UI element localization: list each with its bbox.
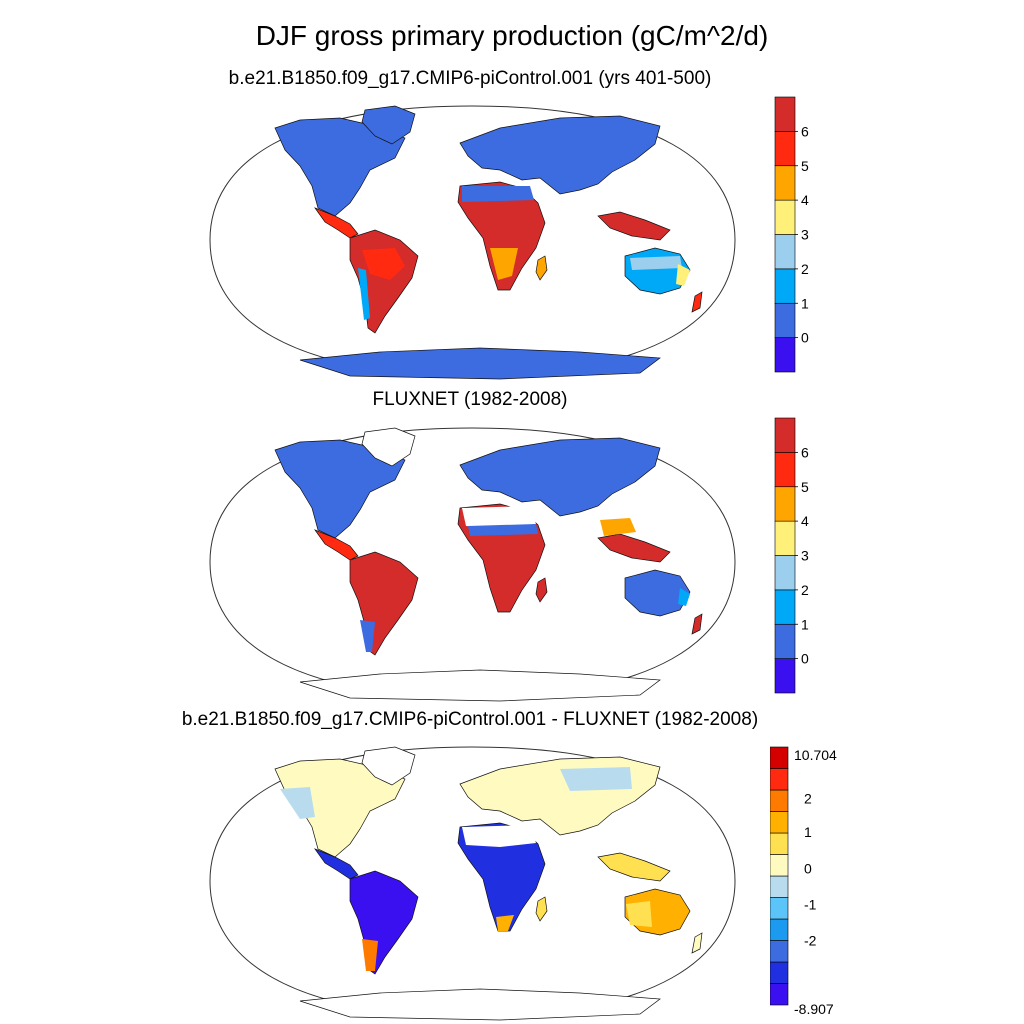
colorbar-tick-label: 2 <box>801 261 809 277</box>
panel-1-map <box>209 105 736 380</box>
land-central-america <box>314 848 359 880</box>
colorbar-box <box>774 131 796 167</box>
colorbar-tick-label: 6 <box>801 123 809 139</box>
colorbar-box <box>770 768 789 791</box>
south-africa-tip-patch <box>496 915 514 931</box>
panel-1-colorbar: 0 1 2 3 4 5 6 <box>774 96 809 373</box>
land-antarctica <box>299 669 661 702</box>
land-madagascar <box>535 577 548 603</box>
land-new-zealand <box>691 613 703 635</box>
colorbar-box <box>774 199 796 235</box>
colorbar-box <box>770 875 789 898</box>
colorbar-box <box>770 897 789 920</box>
colorbar-tick-label: 1 <box>804 824 812 840</box>
colorbar-tick-label: 4 <box>801 513 809 529</box>
land-new-zealand <box>691 932 703 954</box>
south-america-south-patch <box>362 939 378 971</box>
southern-africa-patch <box>490 248 518 280</box>
sahara-missing-patch <box>462 825 536 847</box>
colorbar-tick-label: 10.704 <box>794 747 837 763</box>
sahel-band-patch <box>468 524 538 536</box>
north-australia-patch <box>630 256 682 270</box>
siberia-patch <box>560 767 632 791</box>
colorbar-tick-label: -8.907 <box>794 1001 834 1017</box>
land-central-america <box>314 207 359 239</box>
colorbar-tick-label: 0 <box>804 860 812 876</box>
colorbar-box <box>770 789 789 812</box>
colorbar-box <box>770 961 789 984</box>
colorbar-tick-label: -1 <box>804 896 817 912</box>
sahara-low-patch <box>462 186 534 202</box>
panel-2-title: FLUXNET (1982-2008) <box>372 389 568 410</box>
land-greenland <box>361 105 416 145</box>
panel-3-title: b.e21.B1850.f09_g17.CMIP6-piControl.001 … <box>181 709 759 730</box>
colorbar-tick-label: 2 <box>801 582 809 598</box>
panel-1-title: b.e21.B1850.f09_g17.CMIP6-piControl.001 … <box>228 68 712 89</box>
colorbar-tick-label: 1 <box>801 616 809 632</box>
land-australia <box>624 569 691 617</box>
land-europe-asia <box>459 437 661 517</box>
colorbar-box <box>774 96 796 132</box>
north-america-west-patch <box>280 787 315 819</box>
colorbar-tick-label: 3 <box>801 227 809 243</box>
se-asia-mixed-patch <box>600 518 636 536</box>
colorbar-box <box>770 811 789 834</box>
colorbar-tick-label: 0 <box>801 651 809 667</box>
land-se-asia <box>597 852 671 882</box>
east-australia-patch <box>676 264 690 286</box>
land-central-america <box>314 529 359 561</box>
land-antarctica <box>299 988 661 1021</box>
panel-2-colorbar: 0 1 2 3 4 5 6 <box>774 417 809 694</box>
east-australia-patch <box>678 588 690 606</box>
colorbar-tick-label: 5 <box>801 479 809 495</box>
land-madagascar <box>535 255 548 281</box>
colorbar-tick-label: 3 <box>801 548 809 564</box>
andes-patch <box>358 268 370 320</box>
colorbar-box <box>774 623 796 659</box>
colorbar-tick-label: 2 <box>804 791 812 807</box>
land-se-asia <box>597 533 671 563</box>
colorbar-box <box>774 486 796 522</box>
colorbar-box <box>774 658 796 694</box>
land-greenland <box>361 746 416 786</box>
land-europe-asia <box>459 115 661 195</box>
land-north-america <box>274 439 406 539</box>
land-greenland <box>361 427 416 467</box>
colorbar-tick-label: 1 <box>801 295 809 311</box>
colorbar-box <box>770 746 789 769</box>
colorbar-box <box>770 854 789 877</box>
panel-2-map <box>209 427 736 702</box>
colorbar-box <box>774 589 796 625</box>
amazon-core-patch <box>362 248 405 280</box>
colorbar-tick-label: 0 <box>801 330 809 346</box>
patagonia-patch <box>360 620 375 652</box>
colorbar-box <box>770 940 789 963</box>
west-australia-patch <box>626 901 652 927</box>
land-north-america <box>274 117 406 217</box>
colorbar-box <box>774 234 796 270</box>
land-madagascar <box>535 896 548 922</box>
colorbar-box <box>774 452 796 488</box>
colorbar-box <box>774 165 796 201</box>
colorbar-box <box>774 337 796 373</box>
sahara-missing-patch <box>462 506 536 528</box>
colorbar-tick-label: -2 <box>804 933 817 949</box>
colorbar-box <box>774 520 796 556</box>
colorbar-box <box>770 832 789 855</box>
colorbar-box <box>774 302 796 338</box>
land-se-asia <box>597 211 671 241</box>
colorbar-box <box>770 918 789 941</box>
land-antarctica <box>299 347 661 380</box>
colorbar-box <box>774 268 796 304</box>
colorbar-box <box>774 417 796 453</box>
land-new-zealand <box>691 291 703 313</box>
colorbar-tick-label: 4 <box>801 192 809 208</box>
colorbar-tick-label: 5 <box>801 158 809 174</box>
figure-title: DJF gross primary production (gC/m^2/d) <box>255 20 769 51</box>
colorbar-tick-label: 6 <box>801 444 809 460</box>
colorbar-box <box>774 555 796 591</box>
panel-3-colorbar: 10.704 2 1 0 -1 -2 -8.907 <box>770 746 837 1017</box>
colorbar-box <box>770 983 789 1006</box>
panel-3-map <box>209 746 736 1021</box>
